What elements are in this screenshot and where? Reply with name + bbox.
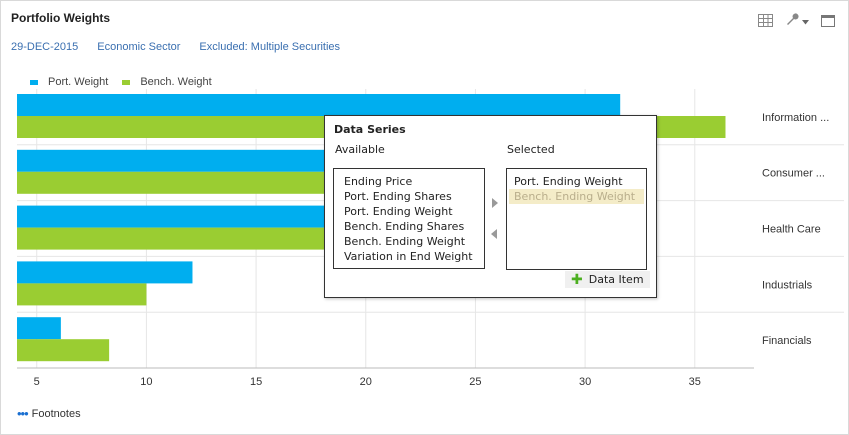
data-series-popup: Data Series Available Selected Ending Pr… <box>324 115 657 298</box>
legend-swatch-port <box>30 79 38 85</box>
panel-toolbar <box>758 12 835 29</box>
chevron-down-icon <box>802 14 809 28</box>
available-list[interactable]: Ending Price Port. Ending Shares Port. E… <box>333 168 485 269</box>
chart-legend: Port. Weight Bench. Weight <box>30 76 212 88</box>
legend-item-port[interactable]: Port. Weight <box>30 76 108 88</box>
bar-port-weight <box>17 261 193 284</box>
plus-icon: ✚ <box>571 271 583 288</box>
available-label: Available <box>335 143 385 156</box>
category-label: Financials <box>762 335 812 347</box>
available-item[interactable]: Port. Ending Shares <box>344 190 452 203</box>
available-item[interactable]: Ending Price <box>344 175 413 188</box>
available-item[interactable]: Bench. Ending Weight <box>344 235 466 248</box>
bar-bench-weight <box>17 171 390 194</box>
x-tick-label: 35 <box>689 376 701 388</box>
x-tick-label: 15 <box>250 376 262 388</box>
x-tick-label: 25 <box>469 376 481 388</box>
available-item[interactable]: Port. Ending Weight <box>344 205 453 218</box>
available-item[interactable]: Bench. Ending Shares <box>344 220 465 233</box>
x-tick-label: 30 <box>579 376 591 388</box>
category-label: Consumer ... <box>762 168 825 180</box>
panel-meta: 29-DEC-2015 Economic Sector Excluded: Mu… <box>11 41 340 53</box>
add-data-item-button[interactable]: ✚ Data Item <box>565 271 650 288</box>
dots-icon: ••• <box>17 406 29 421</box>
x-tick-label: 20 <box>360 376 372 388</box>
bar-bench-weight <box>17 283 147 306</box>
popup-title: Data Series <box>334 123 406 136</box>
available-item[interactable]: Variation in End Weight <box>344 250 473 263</box>
category-label: Health Care <box>762 224 821 236</box>
settings-menu-button[interactable] <box>785 12 809 29</box>
legend-item-bench[interactable]: Bench. Weight <box>122 76 212 88</box>
selected-list[interactable]: Port. Ending Weight Bench. Ending Weight <box>506 168 647 270</box>
move-left-arrow-icon[interactable] <box>491 229 497 239</box>
bar-bench-weight <box>17 339 110 362</box>
wrench-icon <box>785 12 799 29</box>
x-tick-label: 5 <box>34 376 40 388</box>
maximize-icon[interactable] <box>821 14 835 27</box>
selected-item[interactable]: Port. Ending Weight <box>514 175 623 188</box>
category-label: Information ... <box>762 112 829 124</box>
footnotes-toggle[interactable]: ••• Footnotes <box>17 406 81 421</box>
legend-label-bench: Bench. Weight <box>140 76 212 88</box>
footnotes-label: Footnotes <box>31 408 81 420</box>
excluded-link[interactable]: Excluded: Multiple Securities <box>199 41 341 53</box>
data-item-label: Data Item <box>588 273 644 286</box>
legend-label-port: Port. Weight <box>48 76 109 88</box>
legend-swatch-bench <box>122 79 131 85</box>
bar-port-weight <box>17 94 621 116</box>
category-label: Industrials <box>762 279 813 291</box>
grid-icon[interactable] <box>758 14 773 27</box>
move-right-arrow-icon[interactable] <box>492 198 498 208</box>
date-link[interactable]: 29-DEC-2015 <box>11 41 79 53</box>
bar-bench-weight <box>17 227 340 250</box>
x-tick-label: 10 <box>140 376 152 388</box>
selected-label: Selected <box>507 143 555 156</box>
panel-title: Portfolio Weights <box>11 11 111 25</box>
selected-item-dragging[interactable]: Bench. Ending Weight <box>509 189 644 204</box>
bar-port-weight <box>17 317 61 340</box>
grouping-link[interactable]: Economic Sector <box>97 41 181 53</box>
